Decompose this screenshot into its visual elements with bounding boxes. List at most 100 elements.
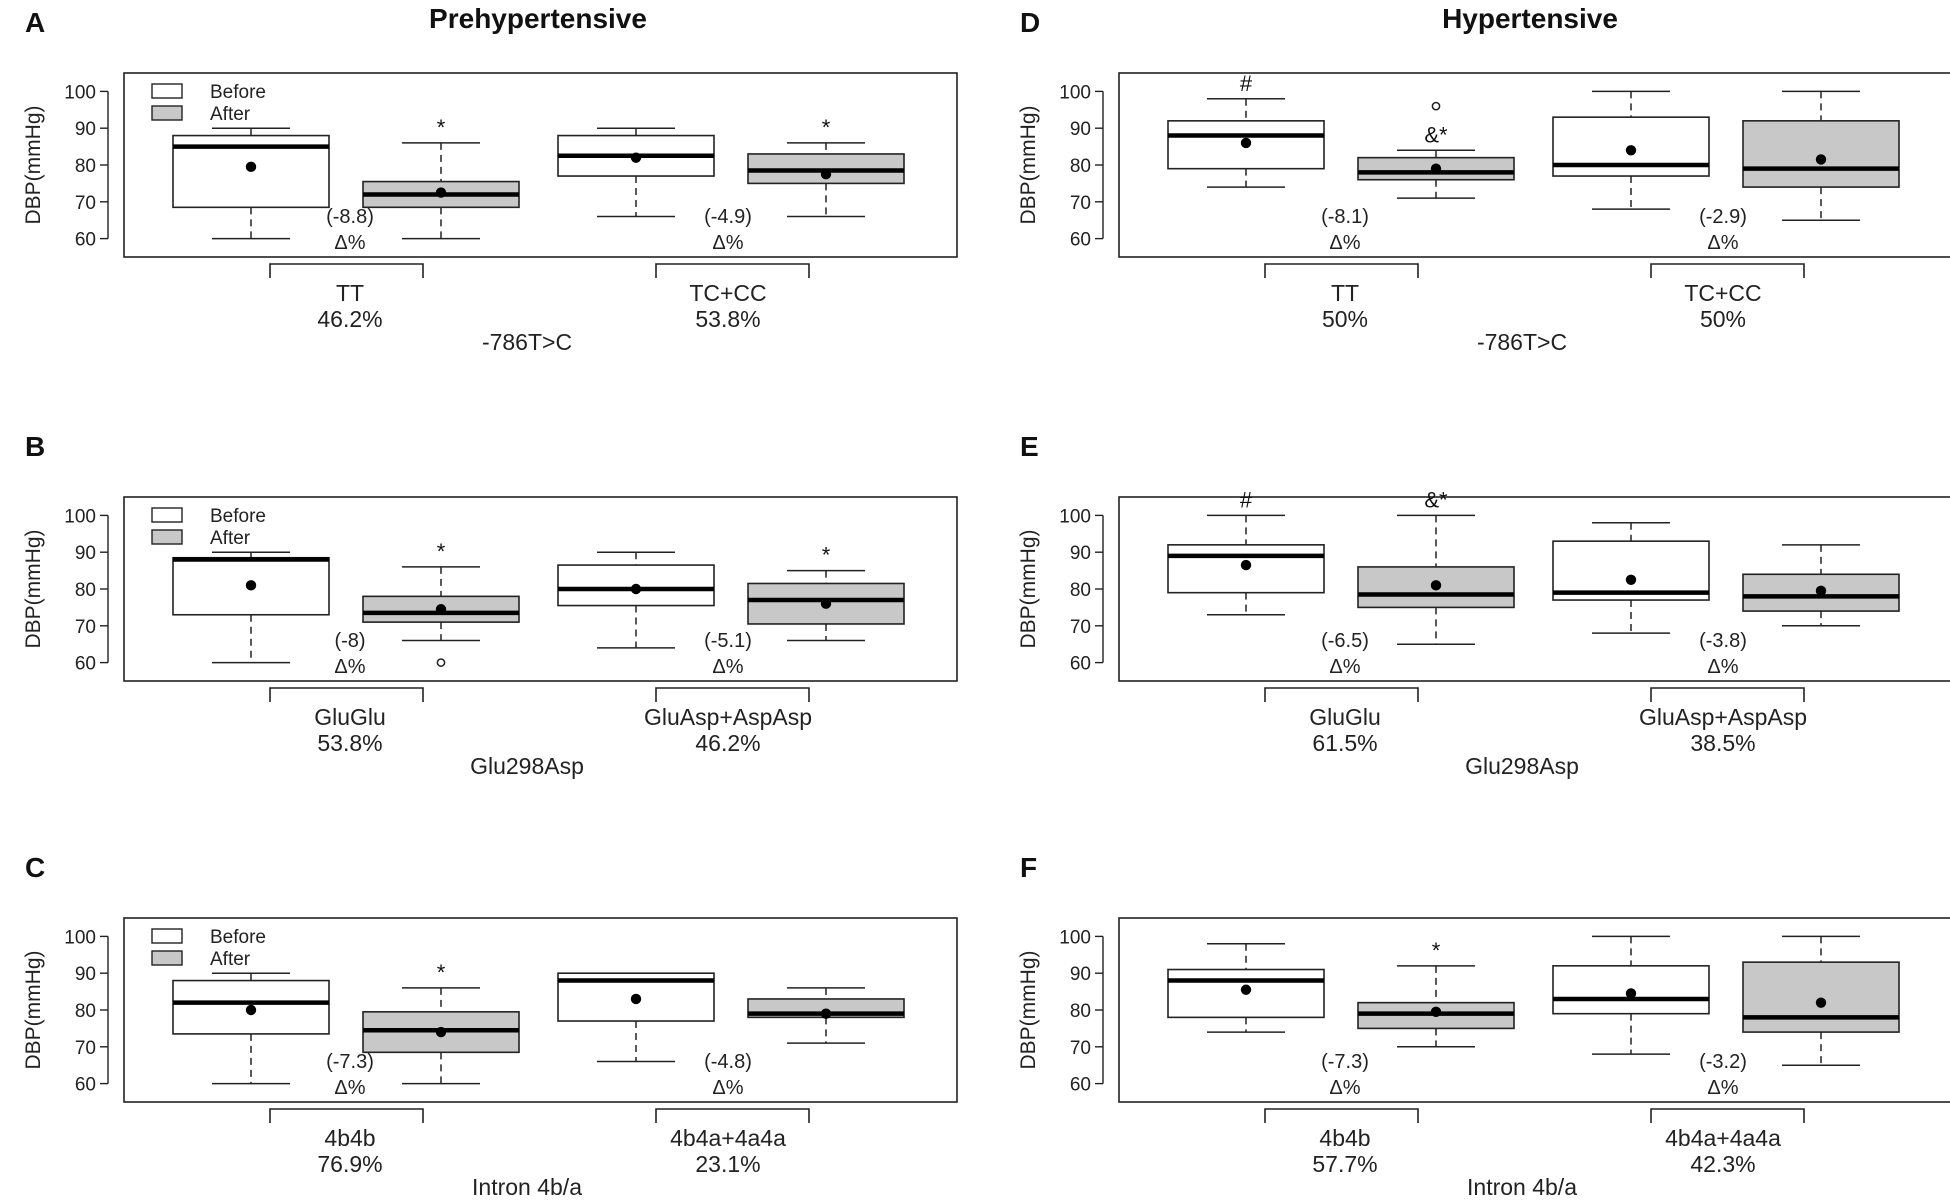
group-name: GluGlu bbox=[314, 704, 386, 730]
significance-marker: # bbox=[1240, 71, 1253, 96]
mean-dot bbox=[435, 1026, 447, 1038]
y-axis-label: DBP(mmHg) bbox=[22, 106, 45, 225]
box-after bbox=[1742, 90, 1900, 221]
mean-dot bbox=[820, 1008, 832, 1019]
box-after: * bbox=[362, 115, 520, 240]
gene-label: Intron 4b/a bbox=[472, 1174, 582, 1200]
box-before bbox=[172, 127, 330, 240]
title-prehypertensive: Prehypertensive bbox=[429, 3, 647, 34]
panel-e: E 60 70 80 90 100 DBP(mmHg) # &* (-6.5) Δ% GluGlu61… bbox=[1017, 431, 1950, 779]
box-before bbox=[1167, 943, 1325, 1033]
box-before bbox=[172, 551, 330, 664]
y-tick-label: 80 bbox=[75, 580, 96, 601]
legend-label-after: After bbox=[210, 104, 251, 125]
significance-marker: * bbox=[822, 115, 831, 140]
group-bracket bbox=[655, 687, 810, 702]
group-bracket bbox=[269, 263, 424, 278]
iqr-box bbox=[1742, 961, 1900, 1033]
y-tick-label: 80 bbox=[1070, 156, 1091, 177]
box-before bbox=[1552, 935, 1710, 1055]
box-before bbox=[1552, 90, 1710, 210]
mean-dot bbox=[630, 152, 642, 163]
box-after bbox=[1742, 544, 1900, 627]
panel-letter: D bbox=[1020, 7, 1040, 38]
delta-value: (-7.3) bbox=[326, 1051, 374, 1073]
group-percentage: 50% bbox=[1700, 306, 1746, 332]
box-before bbox=[557, 972, 715, 1063]
y-tick-label: 100 bbox=[1059, 506, 1091, 527]
iqr-box bbox=[1552, 540, 1710, 601]
panel-letter: F bbox=[1020, 852, 1037, 883]
legend-label-before: Before bbox=[210, 927, 266, 948]
box-after: * bbox=[362, 539, 520, 667]
group-name: 4b4b bbox=[324, 1125, 375, 1151]
delta-value: (-4.8) bbox=[704, 1051, 752, 1073]
y-tick-label: 90 bbox=[75, 543, 96, 564]
panel-letter: E bbox=[1020, 431, 1039, 462]
legend-swatch-after bbox=[151, 105, 183, 121]
mean-dot bbox=[245, 161, 257, 173]
plot-frame bbox=[1118, 496, 1950, 682]
delta-symbol: Δ% bbox=[334, 1077, 365, 1099]
y-tick-label: 60 bbox=[1070, 230, 1091, 251]
legend-swatch-after bbox=[151, 950, 183, 966]
y-tick-label: 70 bbox=[75, 617, 96, 638]
y-tick-label: 70 bbox=[1070, 1038, 1091, 1059]
legend-swatch-after bbox=[151, 529, 183, 545]
legend-label-before: Before bbox=[210, 506, 266, 527]
delta-value: (-2.9) bbox=[1699, 206, 1747, 228]
plot-frame bbox=[1118, 72, 1950, 258]
mean-dot bbox=[1240, 559, 1252, 571]
group-name: TC+CC bbox=[689, 280, 766, 306]
mean-dot bbox=[1430, 1006, 1442, 1018]
delta-value: (-8.1) bbox=[1321, 206, 1369, 228]
delta-symbol: Δ% bbox=[712, 656, 743, 678]
group-bracket bbox=[1650, 687, 1805, 702]
delta-value: (-6.5) bbox=[1321, 630, 1369, 652]
delta-symbol: Δ% bbox=[1329, 656, 1360, 678]
significance-marker: * bbox=[822, 543, 831, 568]
y-tick-label: 90 bbox=[75, 119, 96, 140]
group-bracket bbox=[655, 263, 810, 278]
delta-symbol: Δ% bbox=[1707, 1077, 1738, 1099]
y-tick-label: 60 bbox=[75, 1075, 96, 1096]
gene-label: Glu298Asp bbox=[1465, 753, 1579, 779]
delta-symbol: Δ% bbox=[712, 1077, 743, 1099]
group-name: GluAsp+AspAsp bbox=[644, 704, 812, 730]
box-before bbox=[172, 972, 330, 1085]
delta-value: (-3.8) bbox=[1699, 630, 1747, 652]
delta-value: (-7.3) bbox=[1321, 1051, 1369, 1073]
mean-dot bbox=[820, 169, 832, 180]
significance-marker: * bbox=[1432, 938, 1441, 963]
delta-value: (-4.9) bbox=[704, 206, 752, 228]
y-tick-label: 60 bbox=[1070, 1075, 1091, 1096]
y-tick-label: 60 bbox=[75, 230, 96, 251]
mean-dot bbox=[1430, 163, 1442, 174]
delta-symbol: Δ% bbox=[334, 656, 365, 678]
box-before: # bbox=[1167, 71, 1325, 188]
group-percentage: 50% bbox=[1322, 306, 1368, 332]
legend-swatch-before bbox=[151, 83, 183, 99]
legend-swatch-before bbox=[151, 928, 183, 944]
plot-frame bbox=[1118, 917, 1950, 1103]
outlier-point bbox=[1431, 101, 1441, 111]
iqr-box bbox=[1742, 120, 1900, 188]
y-tick-label: 70 bbox=[1070, 617, 1091, 638]
group-percentage: 57.7% bbox=[1312, 1151, 1377, 1177]
group-percentage: 76.9% bbox=[317, 1151, 382, 1177]
gene-label: -786T>C bbox=[1477, 329, 1567, 355]
group-name: 4b4a+4a4a bbox=[670, 1125, 786, 1151]
y-tick-label: 60 bbox=[75, 654, 96, 675]
panel-d: D60708090100DBP(mmHg)#&*(-8.1)Δ%TT50%(-2… bbox=[1017, 7, 1950, 355]
group-percentage: 38.5% bbox=[1690, 730, 1755, 756]
gene-label: Glu298Asp bbox=[470, 753, 584, 779]
y-tick-label: 100 bbox=[64, 506, 96, 527]
group-name: TT bbox=[336, 280, 364, 306]
